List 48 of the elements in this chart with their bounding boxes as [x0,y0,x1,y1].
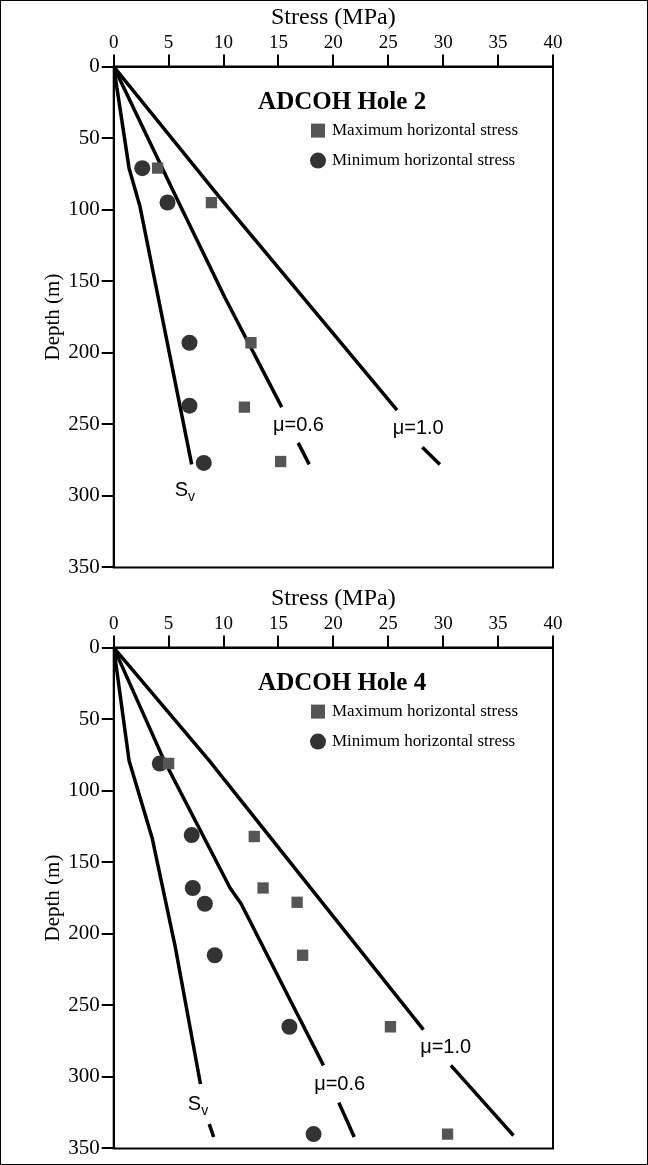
x-tick-label: 25 [378,31,398,53]
series-label: μ=0.6 [272,412,324,435]
x-tick-label: 10 [214,31,234,53]
text: ADCOH Hole 4 [258,668,427,696]
y-tick-label: 0 [89,53,100,78]
x-tick-label: 25 [378,612,398,634]
y-tick-label: 350 [68,1134,100,1159]
legend-label: Maximum horizontal stress [332,120,519,140]
x-tick-label: 20 [323,612,343,634]
y-tick-label: 0 [89,634,100,659]
series-label: μ=1.0 [392,416,444,439]
x-tick-label: 40 [543,31,563,53]
x-tick-label: 10 [214,612,234,634]
x-tick-label: 35 [488,612,508,634]
x-tick-label: 30 [433,612,453,634]
y-tick-label: 200 [68,920,100,945]
x-tick-label: 20 [323,31,343,53]
y-tick-label: 300 [68,482,100,507]
y-tick-label: 300 [68,1063,100,1088]
x-tick-label: 40 [543,612,563,634]
x-tick-label: 0 [108,31,119,53]
y-axis-title: Depth (m) [40,273,65,361]
y-tick-label: 100 [68,196,100,221]
y-tick-label: 350 [68,553,100,578]
y-tick-label: 250 [68,410,100,435]
x-axis-title: Stress (MPa) [271,583,396,610]
legend-label: Maximum horizontal stress [332,701,519,721]
series-label: μ=0.6 [314,1071,366,1094]
x-tick-label: 35 [488,31,508,53]
x-tick-label: 30 [433,31,453,53]
y-tick-label: 50 [78,705,100,730]
y-tick-label: 250 [68,991,100,1016]
y-tick-label: 100 [68,777,100,802]
x-axis-title: Stress (MPa) [271,2,396,29]
text: ADCOH Hole 2 [258,87,427,115]
y-tick-label: 150 [68,267,100,292]
legend-label: Minimum horizontal stress [332,731,516,751]
x-tick-label: 5 [163,612,174,634]
x-tick-label: 5 [163,31,174,53]
x-tick-label: 15 [268,612,288,634]
y-axis-title: Depth (m) [40,854,65,942]
x-tick-label: 0 [108,612,119,634]
series-label: μ=1.0 [420,1035,472,1058]
y-tick-label: 200 [68,339,100,364]
x-tick-label: 15 [268,31,288,53]
y-tick-label: 150 [68,848,100,873]
y-tick-label: 50 [78,124,100,149]
legend-label: Minimum horizontal stress [332,150,516,170]
